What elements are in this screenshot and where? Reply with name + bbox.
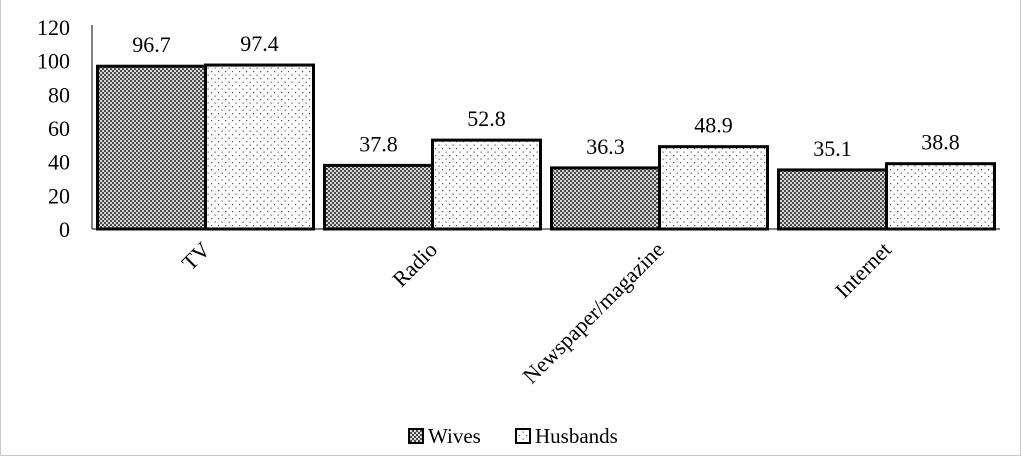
- data-label: 35.1: [813, 136, 852, 161]
- bar-husbands-internet: [885, 162, 996, 231]
- bar-wives-tv: [96, 64, 207, 231]
- bar-wives-internet: [777, 168, 888, 231]
- y-tick-label: 0: [59, 217, 70, 242]
- bar-husbands-newspaper-magazine: [658, 145, 769, 231]
- x-category-label: Newspaper/magazine: [517, 237, 669, 389]
- legend-label-husbands: Husbands: [535, 424, 618, 448]
- bar-husbands-tv: [204, 63, 315, 231]
- y-tick-label: 60: [48, 116, 70, 141]
- y-tick-label: 100: [37, 49, 70, 74]
- data-label: 48.9: [694, 113, 733, 138]
- y-axis: 0 20 40 60 80 100 120: [37, 15, 93, 242]
- x-category-label: Internet: [830, 237, 896, 303]
- x-category-label: Radio: [387, 237, 442, 292]
- y-tick-label: 80: [48, 82, 70, 107]
- data-label: 37.8: [359, 131, 398, 156]
- bar-wives-newspaper-magazine: [550, 166, 661, 231]
- data-labels-group: 96.7 97.4 37.8 52.8 36.3 48.9 35.1 38.8: [132, 31, 960, 161]
- legend-swatch-husbands: [515, 428, 531, 444]
- legend: Wives Husbands: [408, 424, 618, 448]
- data-label: 97.4: [240, 31, 279, 56]
- legend-swatch-wives: [408, 428, 424, 444]
- x-category-label: TV: [177, 237, 215, 275]
- data-label: 36.3: [586, 134, 625, 159]
- bar-husbands-radio: [431, 138, 542, 231]
- x-axis: TV Radio Newspaper/magazine Internet: [92, 228, 1000, 389]
- y-tick-label: 120: [37, 15, 70, 40]
- bars-group: [96, 63, 996, 231]
- data-label: 38.8: [921, 130, 960, 155]
- y-tick-label: 20: [48, 183, 70, 208]
- bar-wives-radio: [323, 163, 434, 231]
- y-tick-label: 40: [48, 150, 70, 175]
- data-label: 52.8: [467, 106, 506, 131]
- data-label: 96.7: [132, 32, 171, 57]
- legend-label-wives: Wives: [428, 424, 481, 448]
